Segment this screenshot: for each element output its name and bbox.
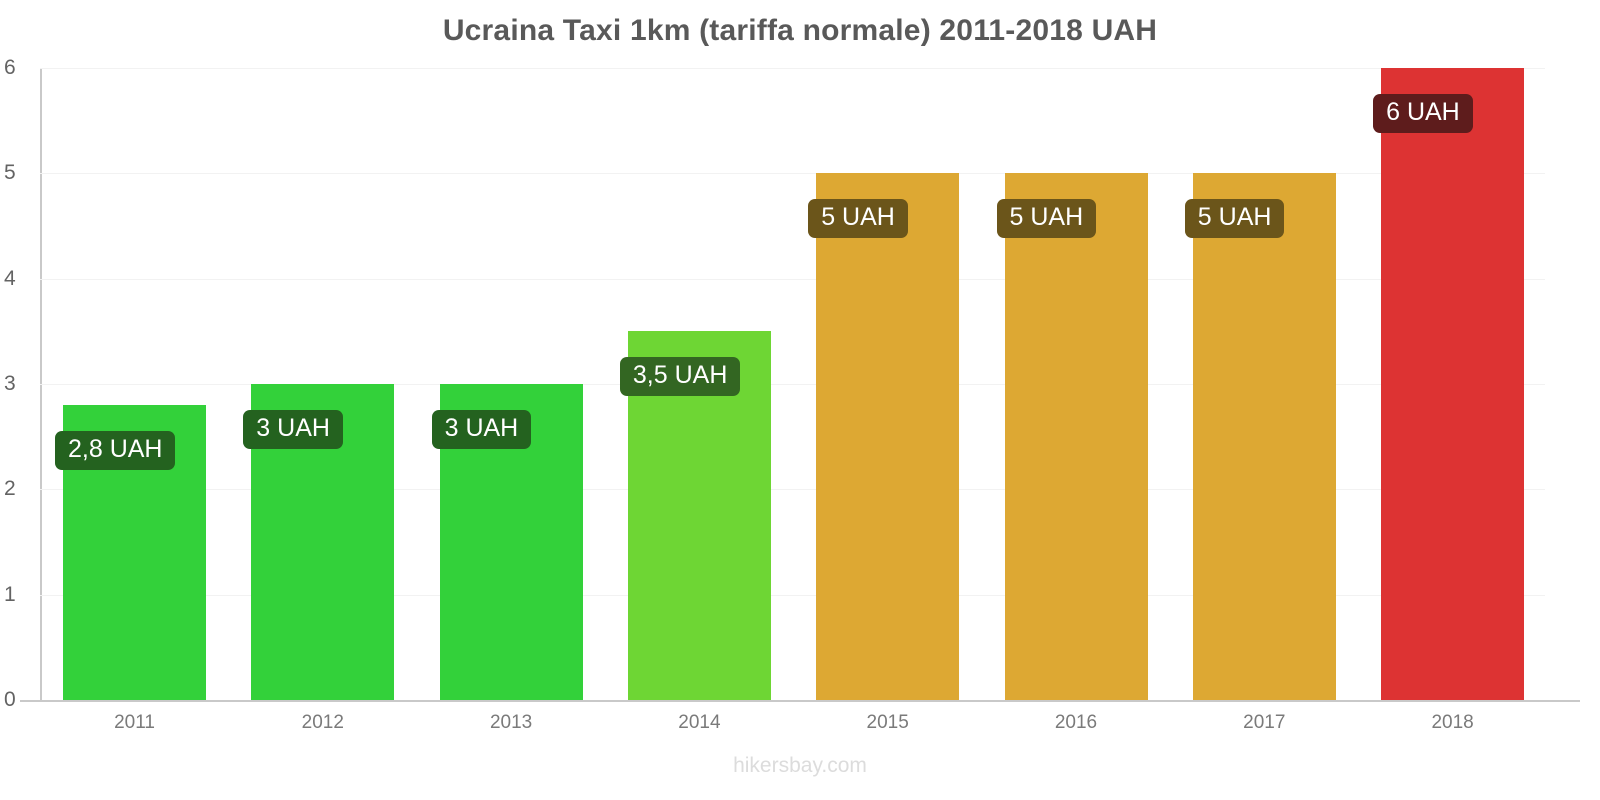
- x-axis-tick-label-2018: 2018: [1431, 712, 1474, 733]
- bar-2017[interactable]: [1192, 173, 1336, 700]
- x-axis-tick-label-2016: 2016: [1054, 712, 1098, 733]
- gridline: [40, 278, 1545, 280]
- x-axis-tick-label-2017: 2017: [1243, 712, 1286, 733]
- y-axis-tick-label: 0: [4, 688, 16, 711]
- gridline: [40, 594, 1545, 596]
- bar-2016[interactable]: [1004, 173, 1148, 700]
- bar-value-label-2018: 6 UAH: [1373, 94, 1473, 133]
- y-axis-tick-label: 2: [4, 477, 16, 501]
- x-axis-tick-label-2011: 2011: [114, 712, 155, 733]
- bar-value-label-2017: 5 UAH: [1184, 199, 1285, 239]
- gridline: [40, 384, 1545, 385]
- x-axis-tick-label-2014: 2014: [678, 712, 721, 733]
- bar-value-label-2011: 2,8 UAH: [55, 431, 176, 471]
- x-axis-line: [20, 700, 1580, 702]
- plot-area: 2,8 UAH 3 UAH 3 UAH 3,5 UAH 5 UAH 5 UAH 5 UAH 6…: [40, 68, 1545, 700]
- y-axis-tick-label: 3: [4, 372, 16, 395]
- y-axis-tick-label: 1: [4, 582, 16, 606]
- source-watermark: hikersbay.com: [733, 754, 867, 777]
- bar-value-label-2015: 5 UAH: [808, 199, 908, 239]
- bar-2018[interactable]: [1381, 68, 1525, 700]
- y-axis-tick-label: 5: [4, 161, 16, 185]
- gridline: [40, 68, 1545, 69]
- y-axis-tick-label: 6: [4, 56, 16, 79]
- gridline: [40, 173, 1545, 175]
- x-axis-tick-label-2013: 2013: [489, 712, 533, 733]
- chart-title: Ucraina Taxi 1km (tariffa normale) 2011-…: [442, 14, 1158, 47]
- bar-value-label-2014: 3,5 UAH: [619, 357, 741, 397]
- gridline: [40, 489, 1545, 491]
- bar-value-label-2016: 5 UAH: [996, 199, 1097, 239]
- bar-value-label-2012: 3 UAH: [243, 410, 343, 449]
- y-axis-tick-label: 4: [4, 266, 16, 290]
- x-axis-tick-label-2012: 2012: [301, 712, 344, 733]
- bar-2015[interactable]: [816, 173, 960, 700]
- bar-value-label-2013: 3 UAH: [431, 410, 532, 449]
- x-axis-tick-label-2015: 2015: [866, 712, 909, 733]
